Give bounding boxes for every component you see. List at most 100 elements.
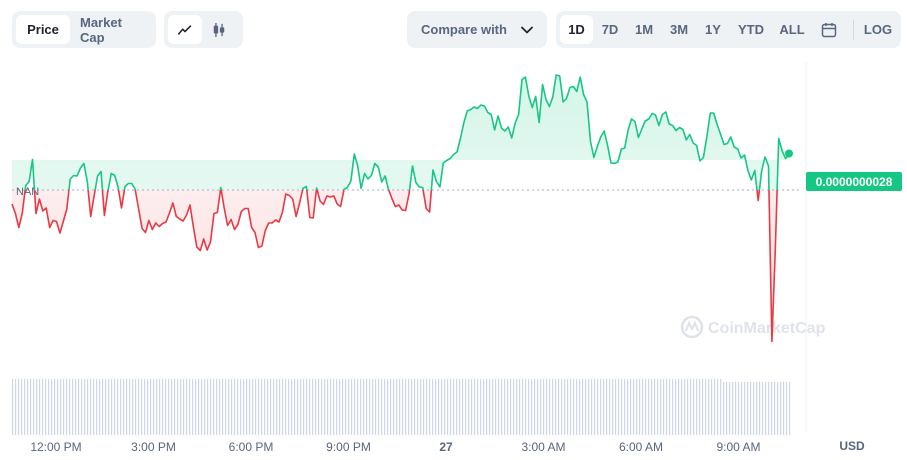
volume-bar: [591, 379, 593, 435]
volume-bar: [525, 379, 527, 435]
volume-bar: [516, 379, 518, 435]
volume-bar: [330, 379, 332, 435]
volume-bar: [717, 379, 719, 435]
volume-bar: [381, 379, 383, 435]
volume-bar: [678, 379, 680, 435]
volume-bar: [39, 379, 41, 435]
volume-bar: [138, 379, 140, 435]
volume-bar: [198, 379, 200, 435]
tab-market-cap[interactable]: Market Cap: [80, 14, 122, 45]
volume-bar: [552, 379, 554, 435]
volume-bar: [612, 379, 614, 435]
volume-bar: [312, 379, 314, 435]
range-7d[interactable]: 7D: [601, 22, 619, 37]
volume-bar: [279, 379, 281, 435]
volume-bar: [537, 379, 539, 435]
volume-bar: [186, 379, 188, 435]
line-chart-button[interactable]: [168, 15, 202, 44]
volume-bar: [744, 382, 746, 435]
volume-bar: [579, 379, 581, 435]
volume-bar: [93, 379, 95, 435]
volume-bar: [765, 382, 767, 435]
volume-bar: [468, 379, 470, 435]
volume-bar: [201, 379, 203, 435]
range-ytd[interactable]: YTD: [738, 22, 764, 37]
candlestick-button[interactable]: [202, 15, 236, 44]
tab-price[interactable]: Price: [16, 15, 70, 44]
volume-bar: [624, 379, 626, 435]
volume-bar: [141, 379, 143, 435]
log-scale-toggle[interactable]: LOG: [863, 22, 893, 37]
volume-bar: [159, 379, 161, 435]
volume-bar: [75, 379, 77, 435]
volume-bar: [675, 379, 677, 435]
volume-bar: [153, 379, 155, 435]
volume-bar: [36, 379, 38, 435]
range-3m[interactable]: 3M: [669, 22, 689, 37]
volume-bar: [633, 379, 635, 435]
x-tick-label: 12:00 PM: [30, 440, 81, 454]
volume-bar: [288, 379, 290, 435]
volume-bar: [360, 379, 362, 435]
volume-bar: [240, 379, 242, 435]
volume-bar: [135, 379, 137, 435]
volume-bar: [609, 379, 611, 435]
volume-bar: [87, 379, 89, 435]
volume-bar: [618, 379, 620, 435]
range-1m[interactable]: 1M: [634, 22, 654, 37]
volume-bar: [774, 382, 776, 435]
toolbar-divider: [853, 19, 854, 40]
volume-bar: [324, 379, 326, 435]
range-1y[interactable]: 1Y: [705, 22, 721, 37]
volume-bar: [459, 379, 461, 435]
chart-style-toggle: [164, 11, 243, 48]
volume-bar: [570, 379, 572, 435]
range-1d[interactable]: 1D: [560, 15, 593, 44]
volume-bar: [339, 379, 341, 435]
volume-bar: [387, 379, 389, 435]
volume-bar: [714, 379, 716, 435]
volume-bar: [453, 379, 455, 435]
volume-bar: [258, 379, 260, 435]
volume-bar: [474, 379, 476, 435]
volume-bar: [63, 379, 65, 435]
volume-bar: [603, 379, 605, 435]
area-above-reference: [12, 75, 789, 190]
calendar-button[interactable]: [811, 15, 847, 44]
x-tick-label: 6:00 PM: [229, 440, 274, 454]
volume-bar: [720, 379, 722, 435]
x-tick-label: 6:00 AM: [619, 440, 663, 454]
volume-bar: [27, 379, 29, 435]
volume-bar: [615, 379, 617, 435]
volume-bar: [273, 379, 275, 435]
current-price-badge: 0.0000000028: [806, 172, 902, 191]
volume-bar: [282, 379, 284, 435]
volume-bar: [435, 379, 437, 435]
volume-bar: [561, 379, 563, 435]
volume-bar: [747, 382, 749, 435]
volume-bar: [219, 379, 221, 435]
volume-bar: [489, 379, 491, 435]
volume-bar: [462, 379, 464, 435]
type-toggle: Price Market Cap: [12, 11, 156, 48]
range-all[interactable]: ALL: [779, 22, 805, 37]
volume-bar: [378, 379, 380, 435]
volume-bar: [702, 379, 704, 435]
volume-bar: [291, 379, 293, 435]
volume-bar: [669, 379, 671, 435]
volume-bar: [171, 379, 173, 435]
volume-bar: [243, 379, 245, 435]
volume-bar: [594, 379, 596, 435]
volume-bar: [480, 379, 482, 435]
volume-bar: [333, 379, 335, 435]
volume-bar: [429, 379, 431, 435]
volume-bar: [270, 379, 272, 435]
volume-bar: [249, 379, 251, 435]
compare-dropdown[interactable]: Compare with: [407, 11, 547, 48]
volume-bar: [357, 379, 359, 435]
volume-bar: [528, 379, 530, 435]
x-tick-label: 3:00 PM: [131, 440, 176, 454]
volume-bar: [120, 379, 122, 435]
volume-bar: [627, 379, 629, 435]
